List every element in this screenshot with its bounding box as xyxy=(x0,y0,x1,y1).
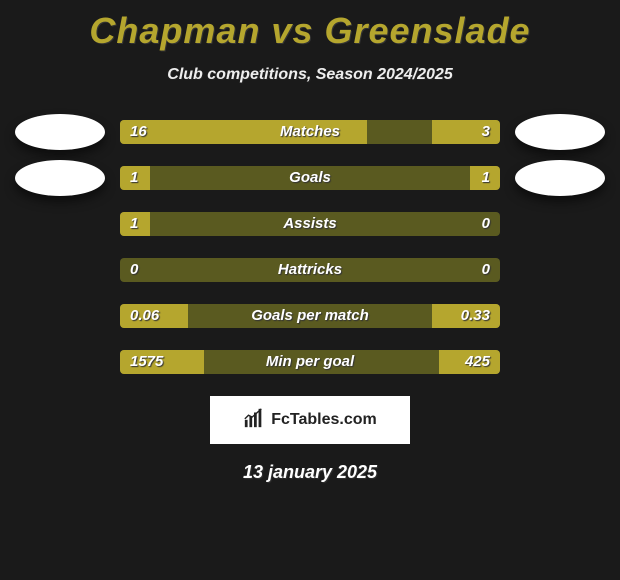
stat-label: Matches xyxy=(120,120,500,144)
player-avatar-right xyxy=(515,114,605,150)
stat-row: 11Goals xyxy=(10,166,610,190)
stat-label: Assists xyxy=(120,212,500,236)
stat-bar: 00Hattricks xyxy=(120,258,500,282)
stat-row: 10Assists xyxy=(10,212,610,236)
avatar-slot-right xyxy=(510,160,610,196)
avatar-slot-left xyxy=(10,160,110,196)
player-avatar-right xyxy=(515,160,605,196)
source-badge-text: FcTables.com xyxy=(271,411,377,429)
comparison-subtitle: Club competitions, Season 2024/2025 xyxy=(0,66,620,84)
chart-bars-icon xyxy=(243,407,265,434)
stats-area: 163Matches 11Goals 10Assists 00Hattricks 0.0… xyxy=(0,120,620,374)
stat-bar: 10Assists xyxy=(120,212,500,236)
stat-row: 0.060.33Goals per match xyxy=(10,304,610,328)
stat-bar: 163Matches xyxy=(120,120,500,144)
avatar-slot-left xyxy=(10,114,110,150)
stat-label: Min per goal xyxy=(120,350,500,374)
stat-bar: 11Goals xyxy=(120,166,500,190)
player-avatar-left xyxy=(15,160,105,196)
source-badge: FcTables.com xyxy=(210,396,410,444)
avatar-slot-right xyxy=(510,114,610,150)
comparison-title: Chapman vs Greenslade xyxy=(0,0,620,52)
stat-label: Goals per match xyxy=(120,304,500,328)
stat-row: 00Hattricks xyxy=(10,258,610,282)
stat-row: 163Matches xyxy=(10,120,610,144)
date-line: 13 january 2025 xyxy=(0,462,620,483)
stat-bar: 1575425Min per goal xyxy=(120,350,500,374)
stat-row: 1575425Min per goal xyxy=(10,350,610,374)
stat-label: Goals xyxy=(120,166,500,190)
stat-bar: 0.060.33Goals per match xyxy=(120,304,500,328)
stat-label: Hattricks xyxy=(120,258,500,282)
player-avatar-left xyxy=(15,114,105,150)
